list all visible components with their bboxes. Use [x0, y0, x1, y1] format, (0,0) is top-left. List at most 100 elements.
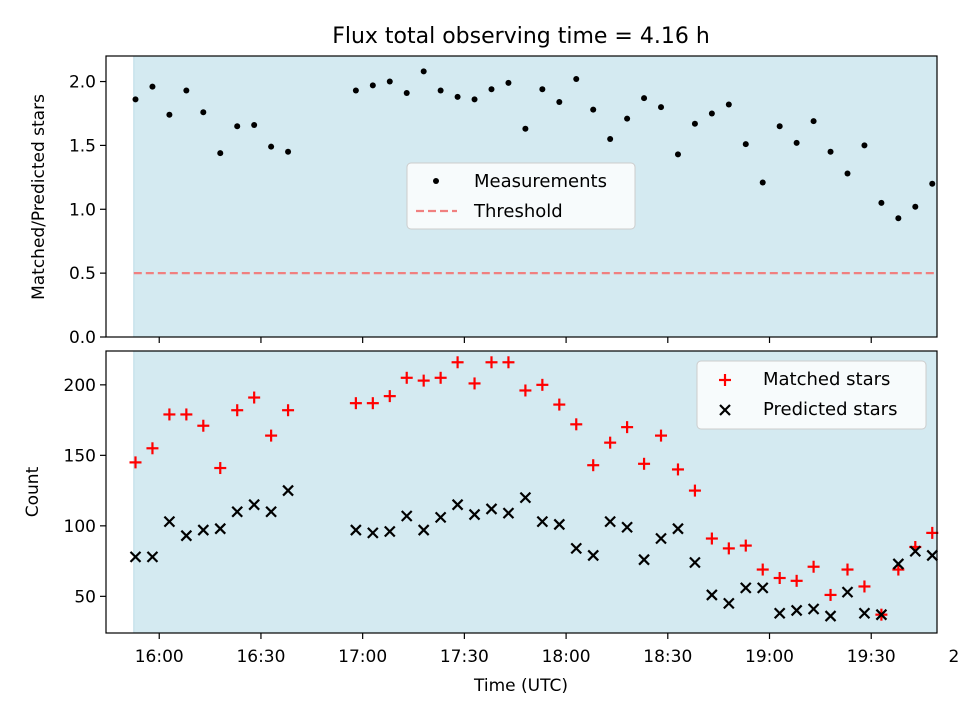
measurement-point	[929, 180, 936, 187]
measurement-point	[827, 148, 834, 155]
predicted-star-point	[570, 542, 583, 555]
matched-star-point	[282, 404, 295, 417]
predicted-star-point	[689, 556, 701, 569]
predicted-star-point	[129, 551, 142, 563]
predicted-star-point	[214, 522, 227, 535]
predicted-star-point	[926, 549, 939, 562]
measurement-point	[471, 96, 478, 103]
matched-star-point	[858, 580, 871, 593]
measurement-point	[708, 110, 715, 117]
measurement-point	[691, 120, 698, 127]
measurement-point	[878, 199, 885, 206]
measurement-point	[437, 87, 444, 94]
matched-star-point	[790, 574, 803, 587]
matched-star-point	[519, 384, 532, 397]
measurement-point	[658, 104, 665, 111]
count-panel: 50 100 150 200 16:00 16:30 17:00 17:30 18:00 18:…	[23, 350, 960, 667]
matched-star-point	[739, 539, 752, 552]
predicted-star-point	[434, 511, 447, 524]
measurement-point	[895, 215, 902, 222]
predicted-star-point	[553, 518, 566, 531]
predicted-star-point	[197, 524, 210, 536]
measurement-point	[793, 139, 800, 146]
predicted-star-point	[180, 529, 193, 542]
matched-star-point	[383, 390, 396, 403]
predicted-star-point	[400, 510, 413, 522]
measurement-point	[556, 98, 563, 105]
count-x-ticks: 16:00 16:30 17:00 17:30 18:00 18:30 19:00 19:30…	[135, 633, 960, 667]
count-y-tick-label: 150	[64, 446, 96, 466]
x-tick-label: 16:00	[135, 647, 184, 667]
matched-star-point	[485, 356, 498, 369]
measurement-point	[607, 136, 614, 143]
measurement-point	[742, 141, 749, 148]
matched-star-point	[197, 419, 210, 432]
x-tick-label: 17:30	[440, 647, 489, 667]
legend-matched-label: Matched stars	[763, 369, 890, 390]
measurement-point	[251, 121, 258, 128]
measurement-point	[386, 78, 393, 85]
predicted-star-point	[468, 508, 481, 521]
count-y-tick-label: 100	[64, 517, 96, 537]
predicted-star-point	[672, 522, 684, 535]
matched-star-point	[638, 457, 651, 470]
predicted-star-point	[740, 582, 752, 594]
predicted-star-point	[604, 515, 616, 528]
predicted-star-point	[502, 507, 515, 519]
ratio-legend-box	[406, 162, 636, 230]
matched-star-point	[231, 404, 244, 417]
matched-star-point	[400, 371, 413, 384]
predicted-star-point	[841, 586, 854, 598]
predicted-star-point	[723, 597, 735, 610]
x-tick-label: 20:00	[948, 647, 960, 667]
measurement-point	[454, 93, 461, 100]
count-y-axis-label: Count	[23, 466, 43, 517]
matched-star-point	[129, 456, 142, 469]
predicted-star-point	[384, 525, 396, 538]
matched-star-point	[502, 356, 515, 369]
predicted-star-point	[417, 524, 430, 536]
matched-star-point	[926, 526, 939, 539]
legend-matched-marker	[719, 374, 731, 386]
matched-star-point	[434, 371, 447, 384]
measurement-point	[488, 86, 495, 93]
matched-star-point	[841, 563, 854, 576]
count-legend: Matched stars Predicted stars	[696, 360, 927, 430]
measurement-point	[369, 82, 376, 89]
measurement-point	[590, 106, 597, 113]
measurement-point	[505, 79, 512, 86]
matched-star-point	[688, 484, 701, 497]
x-tick-label: 17:00	[338, 647, 387, 667]
matched-star-point	[604, 436, 617, 449]
count-legend-box	[696, 360, 927, 430]
predicted-star-point	[773, 607, 786, 620]
count-y-tick-label: 200	[64, 376, 96, 396]
measurement-points	[132, 68, 936, 222]
matched-star-point	[722, 542, 735, 555]
measurement-point	[420, 68, 427, 75]
measurement-point	[573, 75, 580, 82]
predicted-star-point	[248, 498, 260, 511]
measurement-point	[844, 170, 851, 177]
ratio-y-axis-label: Matched/Predicted stars	[29, 94, 49, 300]
matched-star-point	[824, 588, 837, 601]
matched-star-point	[892, 563, 905, 576]
predicted-star-point	[163, 515, 176, 528]
matched-star-point	[570, 418, 583, 431]
ratio-y-tick-label: 1.0	[69, 200, 96, 220]
matched-star-point	[366, 397, 379, 410]
measurement-point	[132, 96, 139, 103]
ratio-x-ticks	[158, 337, 872, 343]
predicted-star-point	[807, 603, 820, 615]
count-points	[129, 356, 939, 622]
predicted-star-point	[824, 610, 837, 622]
measurement-point	[776, 123, 783, 130]
measurement-point	[183, 87, 190, 94]
measurement-point	[200, 109, 207, 116]
measurement-point	[352, 87, 359, 94]
matched-star-point	[163, 408, 176, 421]
predicted-star-point	[146, 551, 159, 563]
measurement-point	[641, 95, 648, 102]
